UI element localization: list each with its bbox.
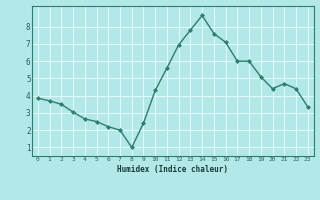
X-axis label: Humidex (Indice chaleur): Humidex (Indice chaleur) [117,165,228,174]
